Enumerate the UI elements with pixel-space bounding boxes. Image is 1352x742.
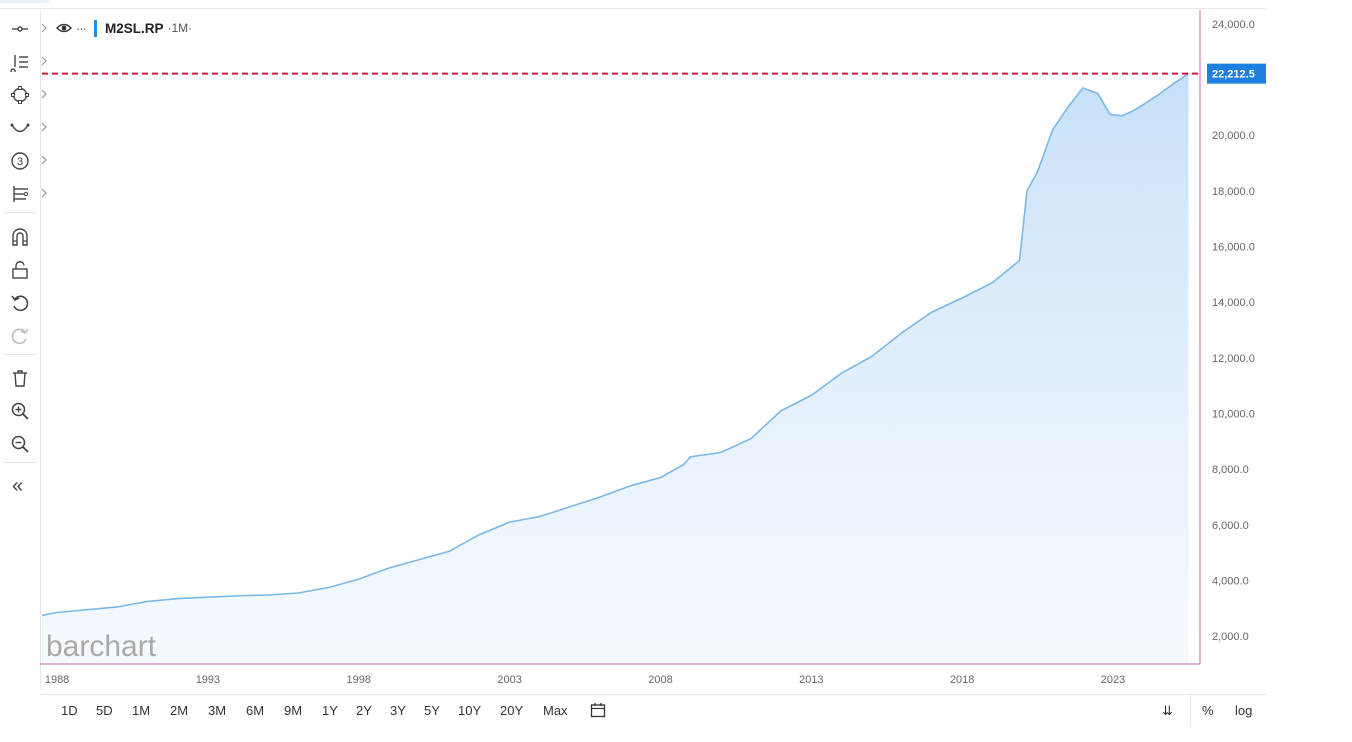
- zoom-in-icon: [11, 402, 29, 420]
- time-range-bar: 1D 5D 1M 2M 3M 6M 9M 1Y 2Y 3Y 5Y 10Y 20Y…: [40, 694, 1266, 727]
- range-3y[interactable]: 3Y: [390, 703, 406, 718]
- zoom-out-tool[interactable]: [4, 431, 40, 457]
- y-tick-label: 10,000.0: [1212, 409, 1255, 421]
- tab-stub: [0, 0, 50, 3]
- period-label[interactable]: ·1M·: [167, 21, 193, 35]
- collapse-icon: «: [12, 475, 24, 497]
- range-6m[interactable]: 6M: [246, 703, 265, 718]
- chevron-right-icon: [41, 155, 47, 165]
- collapse-toolbar-button[interactable]: «: [4, 473, 40, 499]
- lock-icon: [12, 261, 28, 279]
- chevron-right-icon: [41, 89, 47, 99]
- series-legend: ··· M2SL.RP ·1M·: [56, 18, 192, 38]
- range-1d[interactable]: 1D: [61, 703, 78, 718]
- x-tick-label: 2013: [799, 674, 823, 686]
- range-10y[interactable]: 10Y: [458, 703, 482, 718]
- zoom-in-tool[interactable]: [4, 398, 40, 424]
- x-axis[interactable]: 1988 1993 1998 2003 2008 2013 2018 2023: [45, 674, 1125, 686]
- chevron-right-icon: [41, 188, 47, 198]
- plot-area: [41, 73, 1189, 664]
- lock-tool[interactable]: [4, 257, 40, 283]
- zoom-out-icon: [11, 435, 29, 453]
- toolbar-divider: [4, 212, 36, 213]
- x-tick-label: 1998: [347, 674, 371, 686]
- magnet-tool[interactable]: [4, 224, 40, 250]
- undo-icon: [11, 295, 29, 312]
- calendar-icon[interactable]: [590, 702, 606, 718]
- range-5d[interactable]: 5D: [96, 703, 113, 718]
- number-annotation-tool[interactable]: 3: [4, 148, 47, 174]
- range-1y[interactable]: 1Y: [322, 703, 338, 718]
- y-tick-label: 16,000.0: [1212, 242, 1255, 254]
- more-options-icon[interactable]: ···: [76, 20, 87, 36]
- redo-icon: [11, 328, 29, 345]
- chevron-right-icon: [41, 122, 47, 132]
- expand-chevron-icon[interactable]: ⇊: [1162, 703, 1173, 718]
- series-color-swatch: [94, 19, 97, 37]
- curve-icon: [10, 123, 30, 133]
- crosshair-line-icon: [12, 26, 28, 32]
- x-tick-label: 2023: [1101, 674, 1125, 686]
- svg-text:3: 3: [17, 156, 23, 168]
- x-tick-label: 2003: [497, 674, 521, 686]
- trash-tool[interactable]: [4, 365, 40, 391]
- y-tick-label: 18,000.0: [1212, 186, 1255, 198]
- pattern-icon: [13, 186, 29, 202]
- range-3m[interactable]: 3M: [208, 703, 227, 718]
- chevron-right-icon: [41, 23, 47, 33]
- log-toggle[interactable]: log: [1235, 703, 1253, 718]
- symbol-label[interactable]: M2SL.RP: [105, 20, 164, 36]
- last-price-tag: [1207, 63, 1266, 84]
- range-2m[interactable]: 2M: [170, 703, 189, 718]
- number-annotation-icon: 3: [11, 152, 29, 170]
- y-tick-label: 4,000.0: [1212, 576, 1249, 588]
- shape-icon: [11, 86, 29, 104]
- magnet-icon: [12, 228, 28, 246]
- percent-toggle[interactable]: %: [1202, 703, 1214, 718]
- y-tick-label: 8,000.0: [1212, 464, 1249, 476]
- eye-icon[interactable]: [56, 20, 72, 36]
- toolbar-divider: [4, 462, 36, 463]
- shape-tool[interactable]: [4, 82, 47, 108]
- y-tick-label: 2,000.0: [1212, 631, 1249, 643]
- toolbar-divider: [4, 354, 36, 355]
- x-tick-label: 2018: [950, 674, 974, 686]
- drawing-toolbar: 3 «: [0, 10, 47, 690]
- range-5y[interactable]: 5Y: [424, 703, 440, 718]
- series-area-fill: [42, 73, 1189, 664]
- line-list-icon: [10, 55, 28, 72]
- top-frame: [0, 0, 1266, 9]
- y-tick-label: 24,000.0: [1212, 19, 1255, 31]
- range-9m[interactable]: 9M: [284, 703, 303, 718]
- y-tick-label: 12,000.0: [1212, 353, 1255, 365]
- y-axis[interactable]: 24,000.0 20,000.0 18,000.0 16,000.0 14,000.0…: [1212, 19, 1255, 643]
- redo-tool[interactable]: [4, 323, 40, 349]
- range-max[interactable]: Max: [543, 703, 568, 718]
- trash-icon: [13, 370, 27, 387]
- range-2y[interactable]: 2Y: [356, 703, 372, 718]
- series-line[interactable]: [41, 73, 1189, 617]
- chevron-right-icon: [41, 56, 47, 66]
- barchart-watermark: barchart: [46, 630, 157, 663]
- x-tick-label: 1993: [196, 674, 220, 686]
- line-list-tool[interactable]: [4, 49, 47, 75]
- range-20y[interactable]: 20Y: [500, 703, 524, 718]
- undo-tool[interactable]: [4, 290, 40, 316]
- crosshair-line-tool[interactable]: [4, 16, 47, 42]
- curve-tool[interactable]: [4, 115, 47, 141]
- last-price-value: 22,212.5: [1212, 69, 1255, 81]
- pattern-tool[interactable]: [4, 181, 47, 207]
- x-tick-label: 2008: [648, 674, 672, 686]
- y-tick-label: 14,000.0: [1212, 297, 1255, 309]
- range-1m[interactable]: 1M: [132, 703, 151, 718]
- x-tick-label: 1988: [45, 674, 69, 686]
- y-tick-label: 20,000.0: [1212, 130, 1255, 142]
- bottom-divider: [1190, 695, 1191, 727]
- last-price-marker: 22,212.5: [42, 63, 1266, 84]
- y-tick-label: 6,000.0: [1212, 520, 1249, 532]
